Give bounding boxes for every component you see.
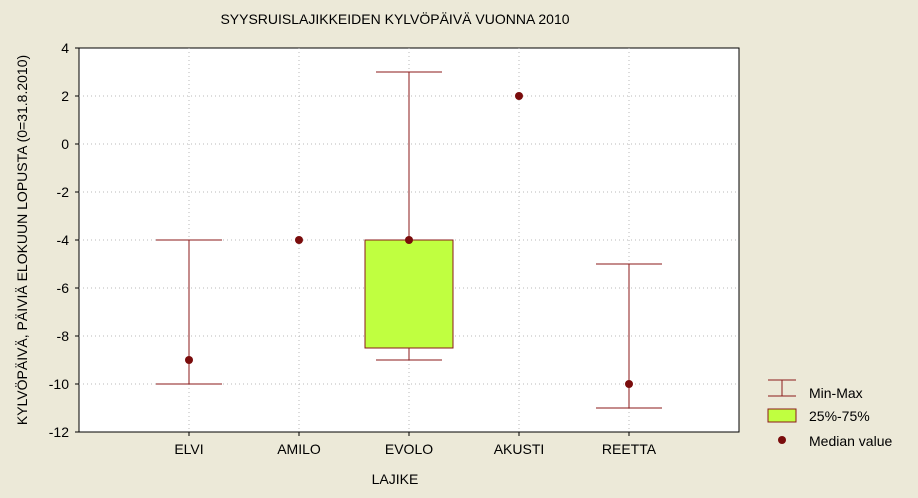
- y-tick-label: -12: [49, 424, 69, 440]
- x-tick-label: AKUSTI: [494, 441, 545, 457]
- x-tick-label: EVOLO: [385, 441, 433, 457]
- y-tick-label: -6: [57, 280, 70, 296]
- median-point: [405, 236, 413, 244]
- y-tick-label: -4: [57, 232, 70, 248]
- y-axis-label: KYLVÖPÄIVÄ, PÄIVIÄ ELOKUUN LOPUSTA (0=31…: [13, 55, 30, 425]
- legend-box-symbol: [767, 408, 797, 423]
- x-tick-label: REETTA: [602, 441, 657, 457]
- x-axis-label: LAJIKE: [372, 471, 419, 487]
- median-point: [625, 380, 633, 388]
- y-tick-label: -10: [49, 376, 69, 392]
- legend-median-symbol: [778, 436, 786, 444]
- legend: Min-Max 25%-75% Median value: [767, 379, 892, 449]
- median-point: [185, 356, 193, 364]
- box-group: [364, 71, 454, 361]
- chart-title: SYYSRUISLAJIKKEIDEN KYLVÖPÄIVÄ VUONNA 20…: [220, 10, 569, 27]
- legend-box-label: 25%-75%: [809, 408, 870, 424]
- box-group: [596, 263, 662, 409]
- y-tick-label: 4: [61, 40, 69, 56]
- legend-minmax-label: Min-Max: [809, 385, 863, 401]
- box-group: [156, 239, 222, 385]
- median-point: [515, 92, 523, 100]
- x-axis: ELVI AMILO EVOLO AKUSTI REETTA: [174, 432, 657, 457]
- y-axis: 4 2 0 -2 -4 -6 -8 -10 -12: [49, 40, 79, 440]
- y-tick-label: -2: [57, 184, 70, 200]
- x-tick-label: AMILO: [277, 441, 321, 457]
- y-tick-label: 2: [61, 88, 69, 104]
- box-marks: [156, 71, 662, 409]
- y-tick-label: 0: [61, 136, 69, 152]
- iqr-box: [364, 239, 454, 349]
- median-point: [295, 236, 303, 244]
- box-group: [515, 92, 523, 100]
- legend-median-label: Median value: [809, 433, 892, 449]
- x-tick-label: ELVI: [174, 441, 203, 457]
- y-tick-label: -8: [57, 328, 70, 344]
- box-group: [295, 236, 303, 244]
